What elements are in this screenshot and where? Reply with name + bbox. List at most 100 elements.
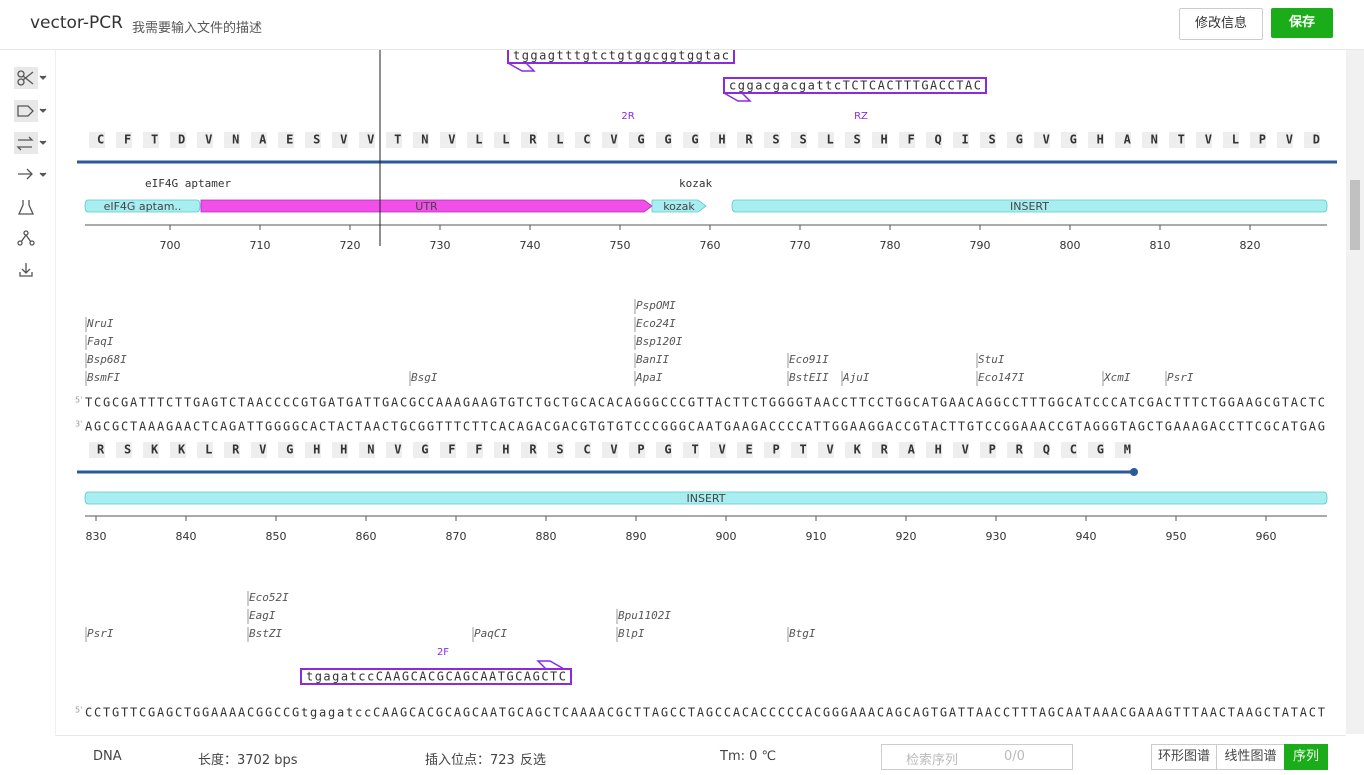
swap-tool[interactable]	[16, 136, 47, 151]
primer-box	[723, 77, 987, 94]
tick-label: 910	[806, 530, 827, 543]
aa-box	[278, 442, 294, 458]
aa-box	[116, 132, 132, 148]
cut-tool[interactable]	[17, 70, 47, 86]
tick-label: 960	[1256, 530, 1277, 543]
feature-bar	[84, 491, 1328, 505]
aa-box	[197, 442, 213, 458]
aa-box	[521, 442, 537, 458]
label-tool[interactable]	[17, 105, 47, 117]
aa-box	[386, 132, 402, 148]
aa-box	[1223, 132, 1239, 148]
aa-box	[1115, 442, 1131, 458]
sequence-tab[interactable]: 序列	[1284, 744, 1328, 770]
aa-box	[683, 442, 699, 458]
download-tool[interactable]	[19, 263, 33, 277]
circular-map-tab[interactable]: 环形图谱	[1151, 744, 1217, 770]
aa-box	[602, 442, 618, 458]
aa-box	[602, 132, 618, 148]
aa-box	[1169, 132, 1185, 148]
sequence-type: DNA	[93, 749, 122, 764]
aa-box	[791, 132, 807, 148]
arrow-tool[interactable]	[18, 168, 47, 180]
tick-label: 940	[1076, 530, 1097, 543]
search-box[interactable]: 检索序列 0/0	[881, 744, 1073, 770]
aa-box	[1007, 132, 1023, 148]
enzyme-name: Bsp68I	[87, 353, 127, 366]
tick-label: 700	[160, 239, 181, 252]
header: vector-PCR 我需要输入文件的描述 修改信息 保存	[0, 0, 1364, 50]
aa-box	[440, 132, 456, 148]
edit-button[interactable]: 修改信息	[1179, 8, 1263, 40]
aa-box	[926, 132, 942, 148]
aa-box	[494, 442, 510, 458]
save-button[interactable]: 保存	[1271, 8, 1333, 38]
dna-strand: AGCGCTAAAGAACTCAGATTGGGGCACTACTAACTGCGGT…	[85, 420, 1325, 434]
linear-map-tab[interactable]: 线性图谱	[1216, 744, 1285, 770]
orf-end	[1130, 468, 1138, 476]
enzyme-name: FaqI	[87, 335, 114, 348]
aa-box	[899, 132, 915, 148]
tick-label: 920	[896, 530, 917, 543]
aa-box	[980, 132, 996, 148]
feature-label: INSERT	[1010, 200, 1049, 213]
aa-box	[494, 132, 510, 148]
invert-selection[interactable]: 反选	[520, 753, 547, 768]
feature-bar	[651, 199, 707, 213]
aa-box	[413, 132, 429, 148]
enzyme-name: StuI	[978, 353, 1005, 366]
scroll-thumb[interactable]	[1350, 180, 1360, 250]
aa-box	[251, 442, 267, 458]
aa-box	[521, 132, 537, 148]
aa-box	[953, 442, 969, 458]
feature-name: eIF4G aptamer	[145, 177, 231, 190]
aa-box	[305, 442, 321, 458]
tick-label: 800	[1060, 239, 1081, 252]
search-placeholder: 检索序列	[906, 753, 959, 768]
enzyme-name: BsgI	[411, 371, 438, 384]
dna-strand: CCTGTTCGAGCTGGAAAACGGCCGtgagatccCAAGCACG…	[85, 706, 1325, 720]
tick-label: 840	[176, 530, 197, 543]
flask-tool[interactable]	[17, 200, 35, 215]
scrollbar[interactable]	[1346, 50, 1364, 734]
toolbar	[0, 50, 56, 734]
aa-box	[710, 132, 726, 148]
aa-box	[629, 132, 645, 148]
aa-box	[737, 132, 753, 148]
aa-box	[170, 442, 186, 458]
enzyme-name: BtgI	[789, 627, 816, 640]
tick-label: 930	[986, 530, 1007, 543]
sequence-viewer: tggagtttgtctgtggcggtggtac cggacgacgattcTC…	[75, 50, 1337, 720]
feature-bar	[731, 199, 1328, 213]
tick-label: 870	[446, 530, 467, 543]
aa-box	[575, 442, 591, 458]
aa-box	[1142, 132, 1158, 148]
enzyme-name: Eco147I	[978, 371, 1025, 384]
aa-box	[629, 442, 645, 458]
tick-label: 900	[716, 530, 737, 543]
enzyme-name: BstEII	[789, 371, 829, 384]
aa-box	[737, 442, 753, 458]
tm-value: Tm: 0 ℃	[720, 749, 777, 764]
aa-box	[710, 442, 726, 458]
file-title: vector-PCR	[30, 13, 123, 33]
search-count: 0/0	[1004, 749, 1025, 764]
aa-box	[332, 132, 348, 148]
aa-box	[332, 442, 348, 458]
aa-box	[818, 442, 834, 458]
tick-label: 740	[520, 239, 541, 252]
aa-box	[1304, 132, 1320, 148]
aa-box	[683, 132, 699, 148]
aa-box	[440, 442, 456, 458]
dna-strand: TCGCGATTTCTTGAGTCTAACCCCGTGATGATTGACGCCA…	[85, 396, 1325, 410]
tick-label: 750	[610, 239, 631, 252]
aa-box	[764, 442, 780, 458]
feature-label: kozak	[663, 200, 695, 213]
network-tool[interactable]	[17, 230, 35, 246]
aa-box	[764, 132, 780, 148]
aa-box	[980, 442, 996, 458]
aa-box	[224, 442, 240, 458]
tick-label: 830	[86, 530, 107, 543]
aa-box	[872, 132, 888, 148]
